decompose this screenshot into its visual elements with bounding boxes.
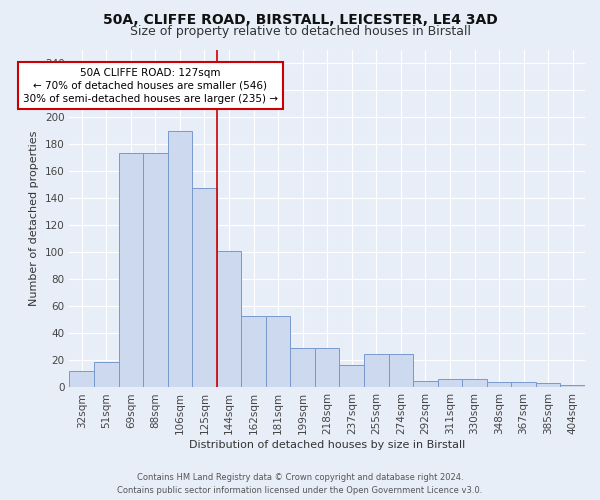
Bar bbox=[315, 348, 340, 388]
Bar bbox=[462, 380, 487, 388]
Bar bbox=[266, 316, 290, 388]
Text: Size of property relative to detached houses in Birstall: Size of property relative to detached ho… bbox=[130, 25, 470, 38]
Bar bbox=[437, 380, 462, 388]
X-axis label: Distribution of detached houses by size in Birstall: Distribution of detached houses by size … bbox=[189, 440, 466, 450]
Bar bbox=[94, 362, 119, 388]
Bar bbox=[487, 382, 511, 388]
Bar bbox=[70, 372, 94, 388]
Y-axis label: Number of detached properties: Number of detached properties bbox=[29, 131, 39, 306]
Bar bbox=[389, 354, 413, 388]
Bar bbox=[167, 131, 192, 388]
Bar bbox=[143, 152, 167, 388]
Bar bbox=[536, 384, 560, 388]
Text: 50A CLIFFE ROAD: 127sqm
← 70% of detached houses are smaller (546)
30% of semi-d: 50A CLIFFE ROAD: 127sqm ← 70% of detache… bbox=[23, 68, 278, 104]
Bar bbox=[413, 380, 437, 388]
Text: Contains HM Land Registry data © Crown copyright and database right 2024.
Contai: Contains HM Land Registry data © Crown c… bbox=[118, 474, 482, 495]
Text: 50A, CLIFFE ROAD, BIRSTALL, LEICESTER, LE4 3AD: 50A, CLIFFE ROAD, BIRSTALL, LEICESTER, L… bbox=[103, 12, 497, 26]
Bar bbox=[511, 382, 536, 388]
Bar bbox=[560, 385, 585, 388]
Bar bbox=[119, 152, 143, 388]
Bar bbox=[217, 251, 241, 388]
Bar bbox=[364, 354, 389, 388]
Bar bbox=[241, 316, 266, 388]
Bar bbox=[340, 364, 364, 388]
Bar bbox=[290, 348, 315, 388]
Bar bbox=[192, 188, 217, 388]
